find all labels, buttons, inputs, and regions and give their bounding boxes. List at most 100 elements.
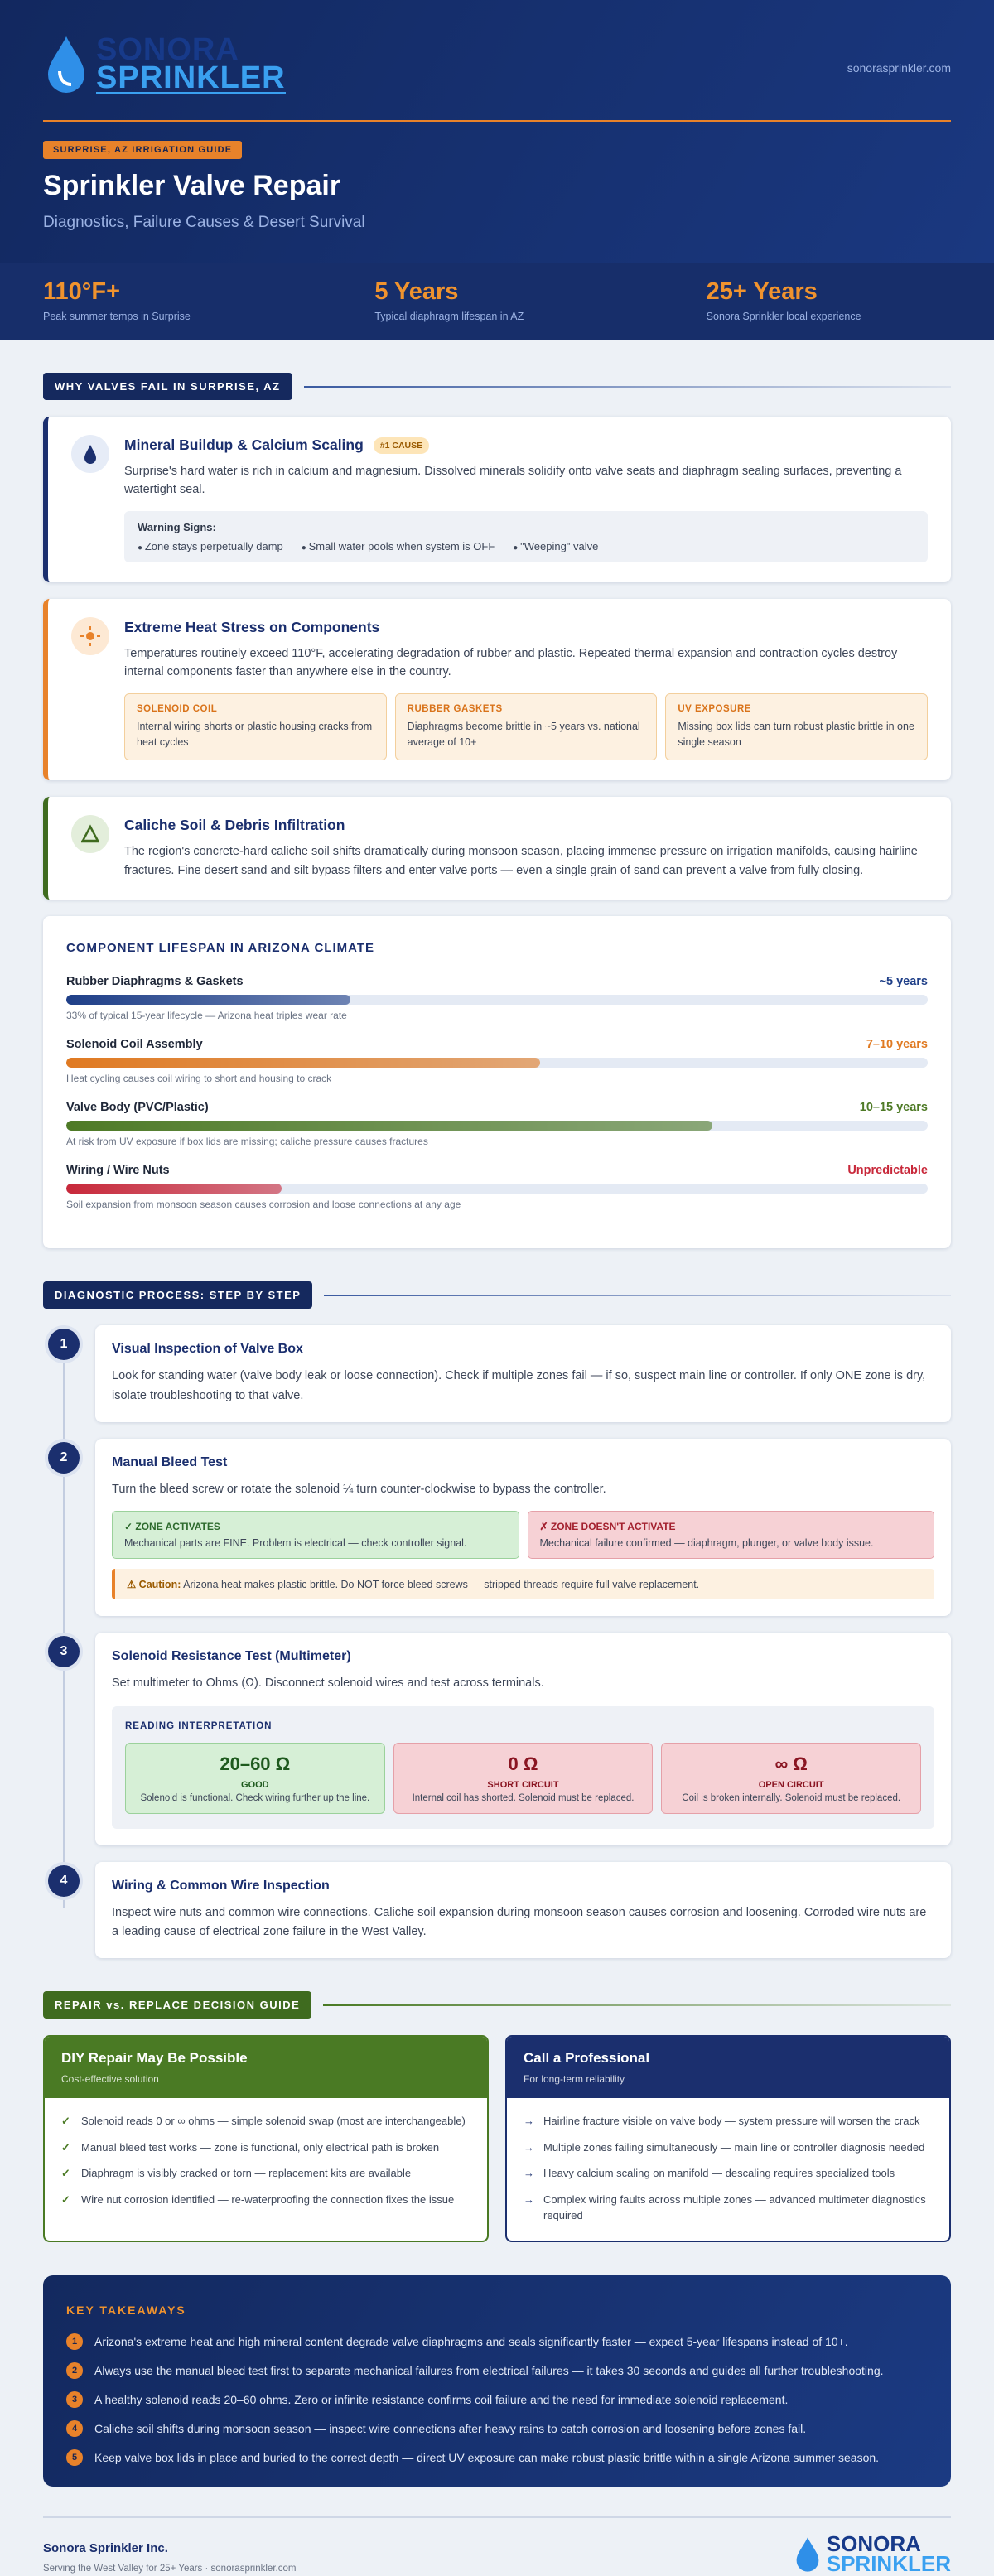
lifespan-item: Rubber Diaphragms & Gaskets ~5 years 33% o… xyxy=(66,975,928,1021)
warning-item: "Weeping" valve xyxy=(513,540,598,552)
detail-title: UV EXPOSURE xyxy=(678,703,751,714)
warning-title: Warning Signs: xyxy=(138,520,216,533)
reading-label: SHORT CIRCUIT xyxy=(487,1780,559,1791)
lifespan-note: At risk from UV exposure if box lids are… xyxy=(66,1136,428,1148)
decision-item: Diaphragm is visibly cracked or torn — r… xyxy=(61,2160,470,2187)
warning-item: Zone stays perpetually damp xyxy=(138,540,283,552)
step-text: Inspect wire nuts and common wire connec… xyxy=(112,1906,927,1939)
warning-list: Zone stays perpetually damp Small water p… xyxy=(138,540,914,552)
section-title: DIAGNOSTIC PROCESS: STEP BY STEP xyxy=(43,1281,313,1310)
decision-card: DIY Repair May Be Possible Cost-effective… xyxy=(43,2035,489,2243)
decision-item: Heavy calcium scaling on manifold — desc… xyxy=(524,2160,933,2187)
caution: ⚠ Caution: Arizona heat makes plastic br… xyxy=(112,1568,934,1599)
graphic xyxy=(80,625,100,646)
reading-value: ∞ Ω xyxy=(774,1754,808,1775)
stats: 110°F+ Peak summer temps in Surprise 5 Yea… xyxy=(0,263,994,340)
step-title: Visual Inspection of Valve Box xyxy=(112,1342,303,1357)
cause-text: Temperatures routinely exceed 110°F, acc… xyxy=(124,646,898,679)
timeline xyxy=(63,1342,65,1909)
cause-text: Surprise's hard water is rich in calcium… xyxy=(124,465,902,497)
lifespan-name: Wiring / Wire Nuts xyxy=(66,1164,170,1178)
footer-drop xyxy=(796,2537,819,2572)
decision-title: Call a Professional xyxy=(524,2050,650,2067)
badge: SURPRISE, AZ IRRIGATION GUIDE xyxy=(43,141,243,159)
lifespan-note: Heat cycling causes coil wiring to short… xyxy=(66,1073,332,1085)
step-text: Look for standing water (valve body leak… xyxy=(112,1369,926,1402)
lifespan-bar xyxy=(66,1184,282,1194)
decision-subtitle: For long-term reliability xyxy=(524,2073,625,2086)
lifespan-row: Rubber Diaphragms & Gaskets ~5 years xyxy=(66,975,928,988)
caution-text: Arizona heat makes plastic brittle. Do N… xyxy=(183,1578,700,1590)
decision-subtitle: Cost-effective solution xyxy=(61,2073,159,2086)
footer-brand-top: SONORA xyxy=(826,2531,921,2557)
steps: 1 Visual Inspection of Valve Box Look for … xyxy=(43,1325,951,1959)
lifespan-row: Solenoid Coil Assembly 7–10 years xyxy=(66,1038,928,1051)
detail-text: Missing box lids can turn robust plastic… xyxy=(678,720,914,748)
detail-title: SOLENOID COIL xyxy=(137,703,218,714)
lifespan-value: ~5 years xyxy=(879,975,928,989)
cause-card: Extreme Heat Stress on Components Tempera… xyxy=(43,598,951,781)
lifespan-title: COMPONENT LIFESPAN IN ARIZONA CLIMATE xyxy=(66,941,374,956)
lifespan-bar xyxy=(66,995,351,1006)
section-header: DIAGNOSTIC PROCESS: STEP BY STEP xyxy=(43,1281,951,1310)
lifespan-row: Valve Body (PVC/Plastic) 10–15 years xyxy=(66,1101,928,1114)
cause-card: Mineral Buildup & Calcium Scaling #1 CAUS… xyxy=(43,417,951,582)
lifespan-item: Solenoid Coil Assembly 7–10 years Heat cyc… xyxy=(66,1038,928,1084)
lifespan-value: Unpredictable xyxy=(847,1164,928,1178)
takeaway: 4 Caliche soil shifts during monsoon seas… xyxy=(66,2420,928,2438)
hero: SONORA SPRINKLER sonorasprinkler.com SUR… xyxy=(0,0,994,263)
logo-drop xyxy=(48,36,84,93)
divider xyxy=(43,120,951,122)
reading-row: 20–60 Ω GOOD Solenoid is functional. Check… xyxy=(125,1743,922,1815)
takeaway: 5 Keep valve box lids in place and buried… xyxy=(66,2449,928,2467)
stat-value: 5 Years xyxy=(374,278,459,305)
lifespan-note: Soil expansion from monsoon season cause… xyxy=(66,1199,461,1211)
step-title: Wiring & Common Wire Inspection xyxy=(112,1879,330,1893)
outcome-title: ✓ ZONE ACTIVATES xyxy=(124,1520,220,1532)
decision-item: Wire nut corrosion identified — re-water… xyxy=(61,2187,470,2213)
step: 2 Manual Bleed Test Turn the bleed screw o… xyxy=(43,1438,951,1616)
step-card: Solenoid Resistance Test (Multimeter) Set… xyxy=(95,1632,951,1846)
detail-text: Internal wiring shorts or plastic housin… xyxy=(137,720,373,748)
graphic xyxy=(796,2537,819,2572)
reading: 0 Ω SHORT CIRCUIT Internal coil has shorte… xyxy=(393,1743,654,1815)
stat-label: Sonora Sprinkler local experience xyxy=(706,311,861,322)
takeaway-number: 2 xyxy=(66,2362,83,2380)
title: Sprinkler Valve Repair xyxy=(43,170,341,201)
lifespan-bar xyxy=(66,1121,712,1131)
decision-head: DIY Repair May Be Possible Cost-effective… xyxy=(45,2037,487,2099)
step: 1 Visual Inspection of Valve Box Look for … xyxy=(43,1325,951,1422)
reading-value: 0 Ω xyxy=(508,1754,538,1775)
cause-name: Caliche Soil & Debris Infiltration xyxy=(124,817,345,834)
takeaways-title: KEY TAKEAWAYS xyxy=(66,2303,186,2318)
takeaway: 3 A healthy solenoid reads 20–60 ohms. Ze… xyxy=(66,2391,928,2409)
step: 3 Solenoid Resistance Test (Multimeter) Se… xyxy=(43,1632,951,1846)
takeaway-number: 1 xyxy=(66,2333,83,2351)
reading-label: GOOD xyxy=(241,1780,269,1791)
graphic xyxy=(84,445,96,464)
outcome-text: Mechanical failure confirmed — diaphragm… xyxy=(539,1536,874,1549)
graphic xyxy=(58,70,72,86)
takeaway-number: 4 xyxy=(66,2420,83,2438)
section-line xyxy=(303,385,951,388)
lifespan-card: COMPONENT LIFESPAN IN ARIZONA CLIMATE Rub… xyxy=(43,916,951,1249)
decision-item: Complex wiring faults across multiple zo… xyxy=(524,2187,933,2229)
cause-title: Caliche Soil & Debris Infiltration xyxy=(124,817,928,834)
takeaways: KEY TAKEAWAYS 1 Arizona's extreme heat and… xyxy=(43,2275,951,2487)
footer-logo: SONORA SPRINKLER xyxy=(794,2531,951,2574)
step-text: Turn the bleed screw or rotate the solen… xyxy=(112,1482,606,1496)
outcome-text: Mechanical parts are FINE. Problem is el… xyxy=(124,1536,467,1549)
warning-box: Warning Signs: Zone stays perpetually dam… xyxy=(124,510,928,562)
takeaway-number: 5 xyxy=(66,2449,83,2467)
stat-value: 110°F+ xyxy=(43,278,121,305)
detail-title: RUBBER GASKETS xyxy=(407,703,503,714)
cause-icon xyxy=(71,815,109,854)
cause-title: Extreme Heat Stress on Components xyxy=(124,619,928,636)
decision-head: Call a Professional For long-term reliabi… xyxy=(507,2037,949,2099)
reading: 20–60 Ω GOOD Solenoid is functional. Check… xyxy=(125,1743,385,1815)
detail-text: Diaphragms become brittle in ~5 years vs… xyxy=(407,720,640,748)
graphic xyxy=(71,815,109,854)
step-text: Set multimeter to Ohms (Ω). Disconnect s… xyxy=(112,1676,544,1690)
outcome: ✗ ZONE DOESN'T ACTIVATE Mechanical failur… xyxy=(527,1510,934,1559)
